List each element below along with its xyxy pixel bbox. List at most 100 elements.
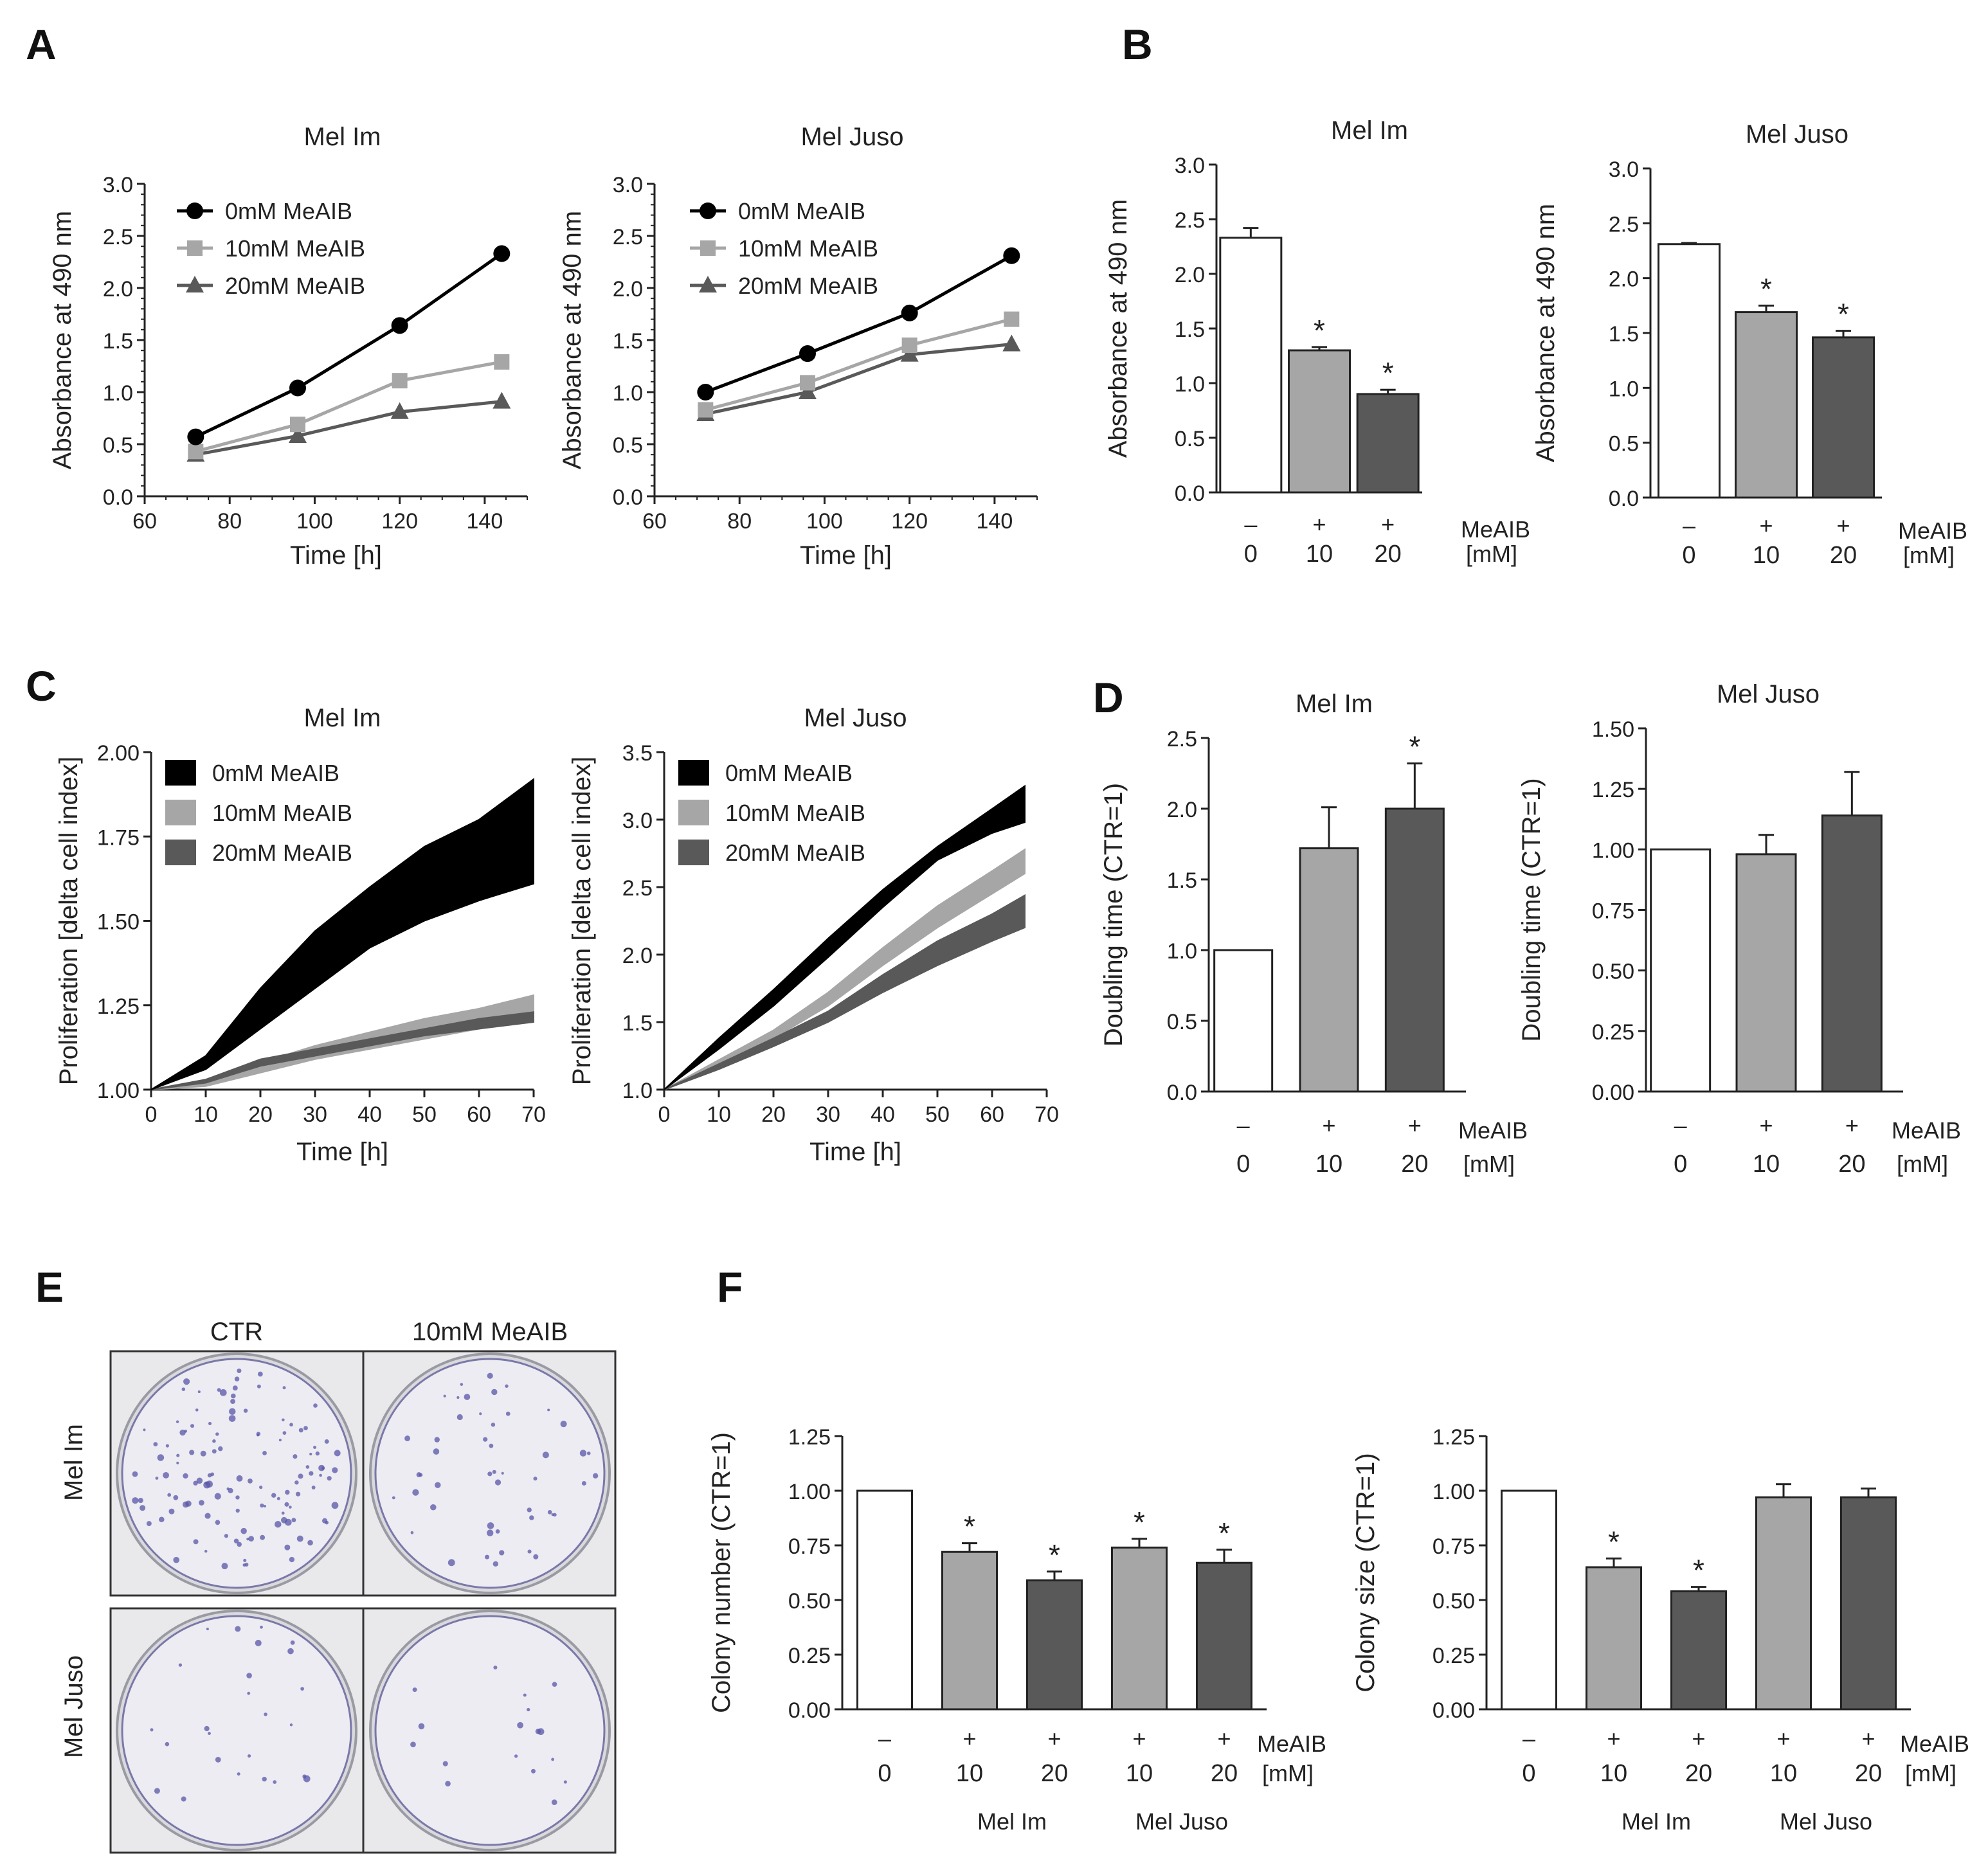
colony: [551, 1758, 555, 1761]
x-tick-label: 120: [891, 509, 928, 534]
data-point: [698, 402, 714, 418]
colony: [276, 1497, 280, 1500]
bar-y-tick-label: 0.50: [1592, 960, 1634, 984]
colony: [527, 1707, 530, 1712]
band-y-tick-label: 2.00: [97, 741, 140, 766]
colony: [228, 1415, 236, 1422]
significance-star: *: [1760, 272, 1772, 305]
dose-label: 10: [1306, 541, 1333, 568]
colony: [176, 1420, 179, 1423]
bar: [941, 1551, 998, 1711]
dose-label: 0: [1674, 1151, 1687, 1178]
colony: [430, 1504, 437, 1511]
bar-y-tick-label: 3.0: [1175, 154, 1205, 178]
data-point: [1003, 247, 1020, 264]
dose-label: 10: [1126, 1760, 1153, 1787]
x-tick-label: 80: [217, 509, 242, 534]
bar-ylabel: Colony size (CTR=1): [1351, 1453, 1380, 1692]
dose-label: 20: [1211, 1760, 1238, 1787]
chart-title: Mel Im: [304, 704, 381, 732]
data-point: [1002, 334, 1021, 352]
colony: [315, 1451, 320, 1456]
bar-y-tick-label: 1.0: [1167, 939, 1197, 964]
panel-letter-d: D: [1093, 674, 1124, 721]
bar: [1586, 1566, 1642, 1711]
chart-a2: Mel Juso 0.0 0.5 1.0 1.5 2.0 2.5 3.0 Absorbance …: [558, 123, 1038, 570]
treatment-label: MeAIB: [1892, 1117, 1961, 1144]
colony: [563, 1780, 567, 1784]
bar-y-tick-label: 1.50: [1592, 717, 1634, 742]
colony: [553, 1513, 557, 1517]
data-point: [494, 354, 510, 370]
colony: [551, 1799, 557, 1805]
x-axis-label: Time [h]: [296, 1138, 388, 1166]
legend-swatch: [165, 760, 196, 786]
colony: [228, 1408, 236, 1416]
treatment-sign: +: [1408, 1112, 1422, 1138]
colony: [300, 1687, 304, 1691]
data-point: [697, 384, 714, 400]
colony: [212, 1439, 216, 1443]
bar-ylabel: Doubling time (CTR=1): [1517, 778, 1546, 1041]
petri-dish: [374, 1615, 606, 1846]
colony: [392, 1496, 395, 1500]
bar-y-tick-label: 0.5: [1167, 1010, 1197, 1034]
colony: [282, 1431, 287, 1435]
dose-label: 10: [956, 1760, 983, 1787]
bar: [1219, 237, 1283, 494]
colony: [262, 1776, 267, 1782]
x-tick-label: 100: [806, 509, 843, 534]
unit-label: [mM]: [1262, 1760, 1314, 1786]
colony: [146, 1521, 152, 1527]
legend-label: 0mM MeAIB: [212, 760, 339, 786]
bar-y-tick-label: 0.75: [1592, 899, 1634, 924]
data-point: [492, 391, 511, 409]
line-ylabel: Absorbance at 490 nm: [558, 211, 586, 469]
dose-label: 0: [1682, 542, 1695, 569]
legend-label: 0mM MeAIB: [738, 198, 865, 224]
dose-label: 0: [1244, 541, 1258, 568]
colony: [501, 1471, 504, 1475]
bar-y-tick-label: 1.0: [1175, 372, 1205, 397]
chart-title: Mel Im: [1296, 690, 1373, 718]
legend-marker: [187, 240, 203, 256]
bar: [1196, 1561, 1252, 1711]
colony: [493, 1665, 498, 1670]
colony: [592, 1473, 599, 1479]
band-y-tick-label: 1.25: [97, 994, 140, 1019]
bar-y-tick-label: 0.00: [788, 1698, 831, 1723]
treatment-sign: +: [1047, 1725, 1061, 1752]
dose-label: 20: [1041, 1760, 1068, 1787]
bar-y-tick-label: 2.5: [1167, 727, 1197, 751]
colony: [331, 1502, 339, 1509]
colony: [289, 1506, 292, 1509]
colony: [309, 1452, 312, 1456]
colony: [221, 1563, 228, 1570]
band-y-tick-label: 1.50: [97, 910, 140, 935]
colony: [243, 1558, 247, 1563]
chart-d2: Mel Juso 0.00 0.25 0.50 0.75 1.00 1.25 1.50 Doub…: [1517, 680, 1961, 1178]
series-line-1: [195, 360, 502, 453]
bar: [1812, 336, 1875, 499]
colony: [327, 1476, 332, 1481]
colony: [183, 1378, 190, 1385]
colony: [237, 1542, 242, 1547]
line-ylabel: Absorbance at 490 nm: [48, 211, 77, 469]
petri-dish: [121, 1358, 352, 1589]
colony: [324, 1439, 329, 1444]
chart-title: Mel Juso: [1717, 680, 1820, 708]
x-tick-label: 80: [727, 509, 752, 534]
colony: [552, 1682, 557, 1687]
colony: [412, 1687, 417, 1693]
dose-label: 10: [1753, 542, 1780, 569]
data-point: [799, 345, 816, 363]
x-tick-label: 20: [761, 1102, 786, 1127]
colony: [190, 1424, 195, 1428]
colony: [303, 1775, 311, 1783]
colony: [479, 1412, 482, 1416]
bar-y-tick-label: 2.0: [1175, 263, 1205, 287]
bar-y-tick-label: 1.5: [1167, 868, 1197, 893]
chart-f2: 0.00 0.25 0.50 0.75 1.00 1.25 Colony size (CTR…: [1351, 1425, 1969, 1835]
line-y-tick-label: 3.0: [613, 173, 643, 197]
colony: [248, 1478, 253, 1484]
